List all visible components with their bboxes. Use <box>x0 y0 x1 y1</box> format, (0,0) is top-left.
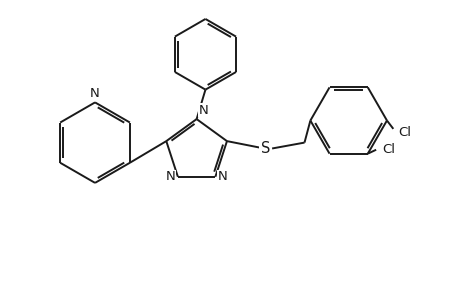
Text: Cl: Cl <box>382 143 395 156</box>
Text: N: N <box>218 170 227 183</box>
Text: N: N <box>199 103 208 117</box>
Text: N: N <box>90 87 100 100</box>
Text: S: S <box>260 141 269 156</box>
Text: Cl: Cl <box>397 126 410 139</box>
Text: N: N <box>165 170 175 183</box>
